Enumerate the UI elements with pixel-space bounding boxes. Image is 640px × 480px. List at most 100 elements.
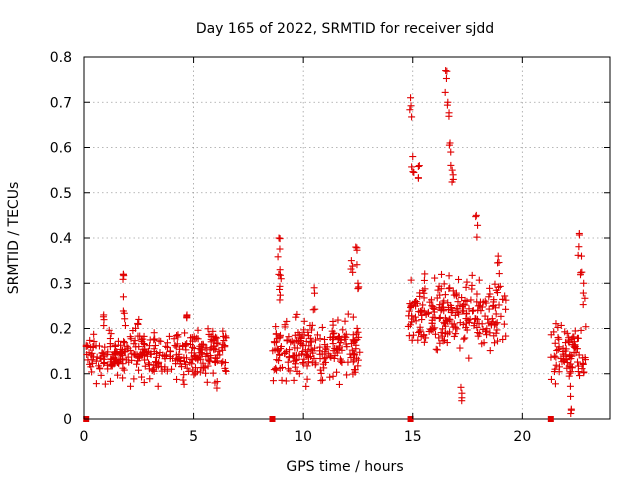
data-point bbox=[146, 342, 154, 350]
data-point bbox=[190, 371, 198, 379]
data-point bbox=[134, 332, 142, 340]
data-point bbox=[300, 355, 308, 363]
data-point bbox=[303, 375, 311, 383]
data-point bbox=[286, 346, 294, 354]
data-point bbox=[419, 301, 427, 309]
data-point bbox=[574, 251, 582, 259]
data-point bbox=[473, 233, 481, 241]
data-point bbox=[406, 321, 414, 329]
data-point bbox=[502, 296, 510, 304]
data-point bbox=[443, 67, 451, 75]
data-point bbox=[440, 307, 448, 315]
data-point bbox=[137, 350, 145, 358]
axis-ticks: 0 0.1 0.2 0.3 0.4 0.5 0.6 0.7 0.8 0 5 10 15 20 bbox=[50, 50, 610, 445]
data-point bbox=[416, 323, 424, 331]
y-axis-label: SRMTID / TECUs bbox=[6, 182, 22, 295]
data-point bbox=[289, 352, 297, 360]
data-point bbox=[194, 326, 202, 334]
x-axis-label: GPS time / hours bbox=[286, 459, 403, 475]
data-point bbox=[428, 302, 436, 310]
data-point bbox=[435, 304, 443, 312]
data-point bbox=[180, 380, 188, 388]
data-point bbox=[442, 322, 450, 330]
data-point bbox=[202, 369, 210, 377]
x-tick-label: 10 bbox=[294, 429, 312, 445]
data-point bbox=[286, 367, 294, 375]
data-point bbox=[107, 330, 115, 338]
data-point bbox=[414, 174, 422, 182]
data-point bbox=[291, 344, 299, 352]
data-point bbox=[274, 334, 282, 342]
data-point bbox=[467, 296, 475, 304]
data-point bbox=[209, 369, 217, 377]
data-point bbox=[203, 378, 211, 386]
data-point bbox=[107, 358, 115, 366]
data-point bbox=[568, 352, 576, 360]
data-point bbox=[110, 354, 118, 362]
data-point bbox=[452, 330, 460, 338]
data-point bbox=[465, 305, 473, 313]
data-point bbox=[170, 335, 178, 343]
data-point bbox=[552, 353, 560, 361]
data-point bbox=[182, 360, 190, 368]
data-point bbox=[111, 342, 119, 350]
data-point bbox=[276, 245, 284, 253]
data-point bbox=[287, 338, 295, 346]
data-point bbox=[326, 373, 334, 381]
data-point bbox=[502, 332, 510, 340]
data-point bbox=[168, 365, 176, 373]
data-point bbox=[406, 106, 414, 114]
y-tick-label: 0 bbox=[63, 412, 72, 428]
data-point bbox=[331, 344, 339, 352]
x-tick-label: 20 bbox=[513, 429, 531, 445]
data-point bbox=[87, 343, 95, 351]
data-point bbox=[121, 339, 129, 347]
data-point bbox=[165, 332, 173, 340]
data-point bbox=[411, 313, 419, 321]
data-point bbox=[425, 328, 433, 336]
data-point bbox=[492, 310, 500, 318]
data-point bbox=[120, 337, 128, 345]
data-point bbox=[89, 359, 97, 367]
data-point bbox=[494, 289, 502, 297]
data-point bbox=[215, 347, 223, 355]
data-point bbox=[416, 307, 424, 315]
data-point bbox=[350, 356, 358, 364]
data-point bbox=[219, 327, 227, 335]
data-point bbox=[337, 357, 345, 365]
data-point bbox=[437, 285, 445, 293]
data-point bbox=[92, 357, 100, 365]
data-point bbox=[420, 294, 428, 302]
data-point bbox=[278, 376, 286, 384]
data-point bbox=[424, 310, 432, 318]
data-point bbox=[341, 317, 349, 325]
data-point bbox=[120, 272, 128, 280]
data-point bbox=[103, 361, 111, 369]
data-point bbox=[162, 342, 170, 350]
data-point bbox=[313, 331, 321, 339]
data-point bbox=[174, 355, 182, 363]
data-point bbox=[272, 323, 280, 331]
data-point bbox=[219, 341, 227, 349]
data-point bbox=[469, 307, 477, 315]
data-point bbox=[274, 253, 282, 261]
data-point bbox=[495, 259, 503, 267]
data-point bbox=[100, 316, 108, 324]
data-point bbox=[572, 345, 580, 353]
data-point bbox=[468, 271, 476, 279]
data-point bbox=[273, 338, 281, 346]
data-point bbox=[579, 289, 587, 297]
data-point bbox=[97, 371, 105, 379]
data-point bbox=[322, 358, 330, 366]
data-point bbox=[502, 305, 510, 313]
data-point bbox=[353, 261, 361, 269]
data-point bbox=[494, 337, 502, 345]
data-point bbox=[169, 354, 177, 362]
data-point bbox=[581, 294, 589, 302]
data-point bbox=[283, 337, 291, 345]
data-point bbox=[576, 372, 584, 380]
x-tick-label: 15 bbox=[404, 429, 422, 445]
data-point bbox=[500, 320, 508, 328]
data-point bbox=[422, 334, 430, 342]
data-point bbox=[336, 339, 344, 347]
